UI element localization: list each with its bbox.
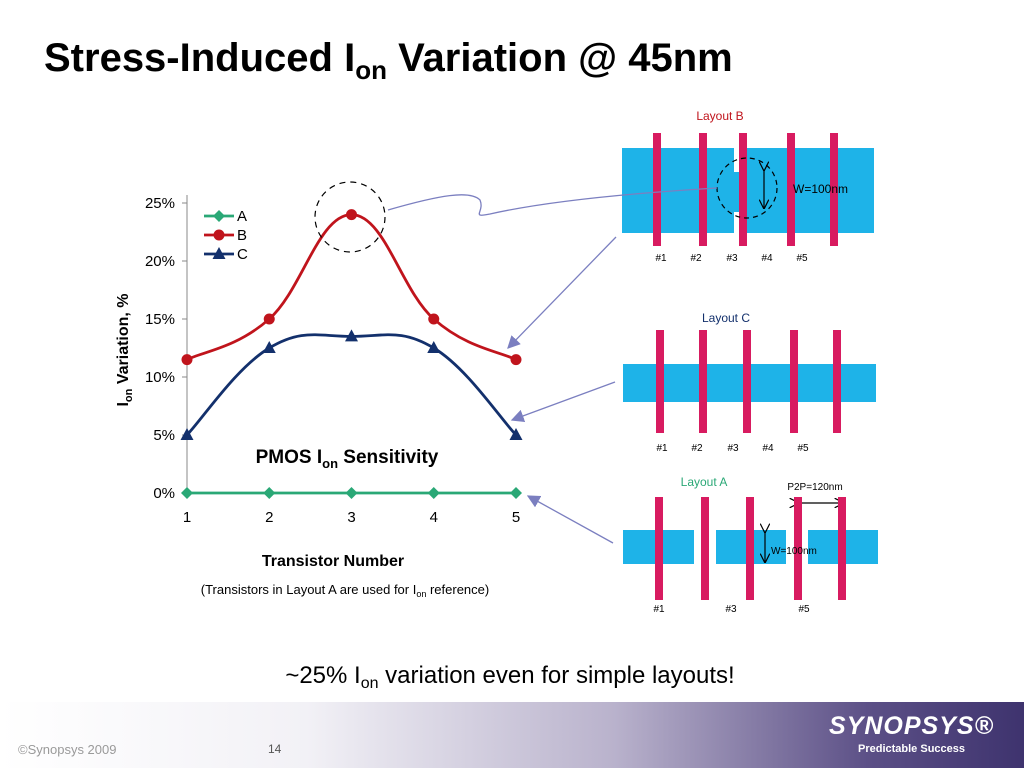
layout-a-pitch-label: P2P=120nm bbox=[787, 482, 842, 493]
layout-a-gate-5 bbox=[838, 497, 846, 600]
series-c-point bbox=[427, 341, 441, 353]
x-tick-label: 3 bbox=[347, 509, 355, 526]
layout-c-gate-label-4: #4 bbox=[762, 443, 774, 454]
layout-a-gate-3 bbox=[746, 497, 754, 600]
layout-b-gate-4 bbox=[787, 133, 795, 246]
layout-c-diagram: Layout C #1 #2 #3 #4 #5 bbox=[623, 311, 876, 454]
x-tick-label: 2 bbox=[265, 509, 273, 526]
layout-c-gate-5 bbox=[833, 330, 841, 433]
layout-c-gate-label-3: #3 bbox=[727, 443, 739, 454]
layout-b-gate-3 bbox=[739, 133, 747, 246]
series-c-point bbox=[509, 428, 523, 440]
footer-copyright: ©Synopsys 2009 bbox=[18, 742, 117, 757]
series-c-point bbox=[345, 329, 358, 342]
chart-note: (Transistors in Layout A are used for Io… bbox=[201, 582, 489, 599]
layout-c-gate-label-2: #2 bbox=[691, 443, 703, 454]
chart-legend: ABC bbox=[204, 208, 248, 263]
layout-c-gate-2 bbox=[699, 330, 707, 433]
series-a-point bbox=[181, 487, 193, 499]
peak-highlight-circle bbox=[314, 181, 386, 253]
layout-b-gate-label-4: #4 bbox=[761, 253, 773, 264]
layout-c-arrow bbox=[510, 381, 616, 423]
layout-b-width-label: W=100nm bbox=[793, 182, 848, 196]
layout-b-gate-label-2: #2 bbox=[690, 253, 702, 264]
layout-a-gate-label-1: #1 bbox=[653, 604, 665, 615]
layout-c-gate-label-5: #5 bbox=[797, 443, 809, 454]
brand-tagline: Predictable Success bbox=[858, 743, 966, 755]
series-b-point bbox=[346, 209, 357, 221]
legend-label-a: A bbox=[237, 208, 247, 225]
y-tick-label: 0% bbox=[153, 485, 175, 502]
y-tick-label: 5% bbox=[153, 427, 175, 444]
layout-a-gate-label-5: #5 bbox=[798, 604, 810, 615]
series-b-point bbox=[263, 313, 275, 325]
y-tick-label: 10% bbox=[145, 369, 175, 386]
series-a-point bbox=[263, 487, 276, 499]
x-axis-label: Transistor Number bbox=[262, 553, 404, 570]
brand-name: SYNOPSYS® bbox=[829, 712, 994, 740]
legend-marker-b bbox=[213, 229, 225, 241]
x-tick-label: 4 bbox=[430, 509, 438, 526]
y-tick-label: 25% bbox=[145, 195, 175, 212]
layout-a-gate-label-3: #3 bbox=[725, 604, 737, 615]
layout-a-gate-1 bbox=[655, 497, 663, 600]
slide-caption: ~25% Ion variation even for simple layou… bbox=[285, 662, 735, 692]
y-tick-label: 15% bbox=[145, 311, 175, 328]
series-a-point bbox=[345, 487, 358, 499]
y-tick-label: 20% bbox=[145, 253, 175, 270]
layout-b-diagram: Layout B W=100nm #1 #2 #3 #4 #5 bbox=[622, 109, 874, 264]
layout-a-gate-2 bbox=[701, 497, 709, 600]
brand-logo: SYNOPSYS® Predictable Success bbox=[829, 712, 994, 755]
series-a-point bbox=[427, 487, 440, 499]
layout-b-arrow bbox=[507, 236, 617, 349]
layout-c-gate-label-1: #1 bbox=[656, 443, 668, 454]
layout-a-gate-4 bbox=[794, 497, 802, 600]
peak-connector-line bbox=[387, 187, 718, 216]
layout-c-gate-3 bbox=[743, 330, 751, 433]
legend-label-b: B bbox=[237, 227, 247, 244]
y-axis-label: Ion Variation, % bbox=[115, 293, 135, 406]
series-c-point bbox=[180, 428, 194, 440]
layout-b-gate-1 bbox=[653, 133, 661, 246]
legend-marker-a bbox=[213, 210, 225, 222]
layout-a-arrow bbox=[526, 495, 614, 544]
layout-a-label: Layout A bbox=[681, 475, 728, 489]
legend-marker-c bbox=[212, 247, 226, 259]
page-number: 14 bbox=[268, 742, 282, 756]
slide-title: Stress-Induced Ion Variation @ 45nm bbox=[44, 36, 733, 85]
layout-b-gate-5 bbox=[830, 133, 838, 246]
layout-b-gate-label-5: #5 bbox=[796, 253, 808, 264]
x-tick-label: 5 bbox=[512, 509, 520, 526]
layout-b-label: Layout B bbox=[696, 109, 743, 123]
series-b-point bbox=[428, 313, 440, 325]
chart-series bbox=[180, 209, 523, 499]
layout-b-gate-label-1: #1 bbox=[655, 253, 667, 264]
layout-c-gate-4 bbox=[790, 330, 798, 433]
layout-a-diagram: Layout A P2P=120nm W=100nm #1 #3 #5 bbox=[623, 475, 878, 615]
series-b-point bbox=[510, 354, 522, 366]
layout-b-gate-label-3: #3 bbox=[726, 253, 738, 264]
layout-a-width-label: W=100nm bbox=[771, 546, 817, 557]
series-b-point bbox=[181, 354, 193, 366]
footer-bar: ©Synopsys 2009 14 SYNOPSYS® Predictable … bbox=[0, 702, 1024, 768]
chart-title: PMOS Ion Sensitivity bbox=[256, 447, 439, 471]
legend-label-c: C bbox=[237, 246, 248, 263]
series-a-point bbox=[510, 487, 522, 499]
layout-c-label: Layout C bbox=[702, 311, 750, 325]
series-c-point bbox=[262, 341, 276, 353]
layout-c-gate-1 bbox=[656, 330, 664, 433]
x-tick-label: 1 bbox=[183, 509, 191, 526]
